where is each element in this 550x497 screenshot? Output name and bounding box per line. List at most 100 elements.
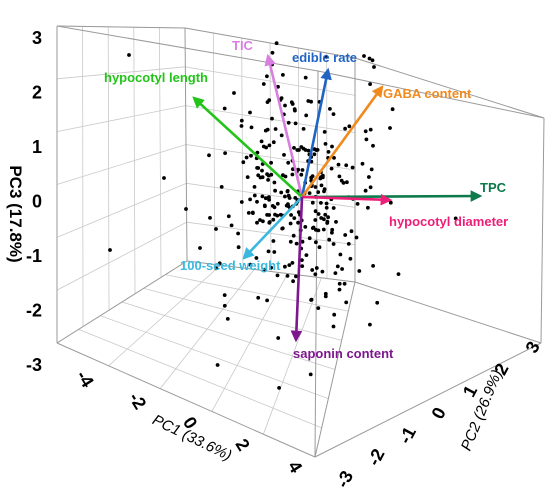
- score-point: [283, 264, 287, 269]
- grid-line: [107, 26, 110, 311]
- score-point: [321, 227, 326, 232]
- score-point: [286, 160, 291, 165]
- score-point: [291, 279, 295, 284]
- grid-line: [121, 301, 336, 370]
- score-point: [263, 128, 268, 133]
- score-point: [338, 252, 343, 257]
- score-point: [330, 227, 335, 232]
- score-point: [334, 220, 338, 224]
- score-point: [331, 206, 336, 210]
- score-point: [263, 267, 267, 272]
- score-point: [300, 168, 305, 172]
- grid-line: [78, 328, 322, 429]
- score-point: [343, 233, 348, 237]
- loading-vector-label: hypocotyl length: [104, 70, 208, 85]
- score-point: [375, 300, 380, 305]
- score-point: [368, 82, 372, 86]
- grid-line: [56, 182, 187, 238]
- score-point: [285, 189, 290, 193]
- score-point: [360, 161, 365, 166]
- loading-vectors: TIC edible rate hypocotyl length GABA conte…: [104, 38, 508, 361]
- score-point: [266, 178, 270, 182]
- score-point: [284, 203, 289, 208]
- loading-vector-label: hypocotyl diameter: [389, 214, 508, 229]
- score-point: [272, 205, 277, 210]
- score-point: [329, 166, 334, 171]
- score-point: [229, 223, 234, 228]
- score-point: [368, 185, 373, 190]
- score-point: [308, 372, 313, 377]
- score-point: [306, 99, 311, 103]
- y-tick-label: -3: [332, 467, 357, 491]
- score-point: [313, 272, 318, 277]
- score-point: [215, 363, 220, 367]
- score-point: [287, 196, 292, 200]
- score-point: [289, 100, 294, 105]
- score-point: [290, 172, 295, 177]
- score-point: [324, 201, 329, 206]
- score-point: [364, 137, 369, 142]
- score-point: [226, 214, 231, 219]
- score-point: [323, 294, 328, 299]
- score-point: [127, 53, 131, 57]
- score-point: [315, 148, 320, 152]
- score-point: [363, 188, 368, 193]
- grid-line: [56, 66, 186, 80]
- score-point: [316, 228, 321, 233]
- score-point: [273, 127, 278, 131]
- score-point: [259, 139, 264, 144]
- x-tick-label: -4: [72, 367, 97, 391]
- score-point: [319, 183, 324, 188]
- score-point: [287, 263, 292, 267]
- score-point: [256, 173, 261, 178]
- score-point: [332, 156, 336, 160]
- score-point: [336, 162, 341, 167]
- score-point: [250, 210, 255, 215]
- score-point: [331, 324, 336, 329]
- score-point: [256, 166, 261, 170]
- score-point: [371, 143, 375, 148]
- score-point: [274, 41, 279, 46]
- score-point: [388, 200, 393, 205]
- score-point: [265, 298, 269, 303]
- score-point: [219, 185, 224, 189]
- score-point: [311, 225, 316, 230]
- score-point: [313, 185, 318, 189]
- score-point: [326, 215, 330, 220]
- frame-edge: [186, 260, 356, 283]
- score-point: [294, 274, 298, 279]
- score-point: [396, 272, 401, 276]
- loading-vector-label: GABA content: [383, 86, 472, 101]
- score-point: [208, 216, 212, 220]
- score-point: [300, 264, 305, 268]
- score-point: [304, 253, 309, 257]
- score-point: [370, 58, 375, 63]
- frame-edge: [354, 281, 542, 344]
- score-point: [306, 148, 311, 153]
- score-point: [248, 110, 252, 115]
- score-point: [371, 264, 375, 268]
- score-point: [292, 216, 297, 221]
- score-point: [244, 155, 249, 160]
- score-point: [319, 201, 323, 205]
- score-point: [323, 291, 328, 296]
- score-point: [254, 256, 259, 260]
- score-point: [283, 194, 287, 199]
- grid-line: [133, 27, 136, 294]
- score-point: [344, 163, 349, 168]
- score-point: [292, 107, 297, 112]
- score-point: [273, 188, 277, 193]
- score-point: [108, 248, 112, 252]
- score-point: [222, 303, 227, 308]
- score-point: [331, 112, 336, 116]
- score-point: [272, 250, 277, 254]
- score-point: [241, 160, 246, 165]
- score-point: [344, 300, 349, 305]
- score-point: [288, 239, 293, 244]
- axis-titles: PC3 (17.8%) PC1 (33.6%) PC2 (26.9%): [6, 165, 506, 464]
- score-point: [270, 50, 275, 55]
- frame-edge: [314, 70, 319, 458]
- score-point: [350, 165, 355, 170]
- score-point: [319, 216, 324, 220]
